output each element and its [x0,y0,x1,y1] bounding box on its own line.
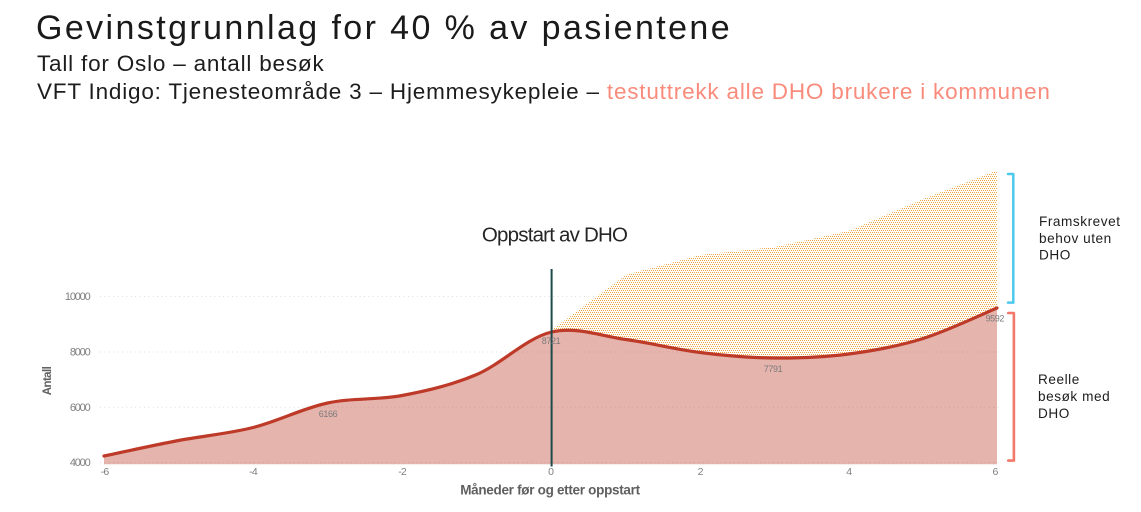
svg-text:2: 2 [698,466,704,478]
svg-text:6: 6 [992,466,998,478]
svg-text:Framskrevet: Framskrevet [1039,214,1121,229]
svg-text:-6: -6 [101,466,110,478]
svg-text:Reelle: Reelle [1038,372,1080,387]
svg-text:-2: -2 [398,466,407,478]
svg-text:6166: 6166 [319,409,338,419]
svg-text:6000: 6000 [70,402,91,414]
svg-text:4: 4 [846,466,852,478]
svg-text:-4: -4 [249,466,258,478]
svg-text:8000: 8000 [70,347,91,359]
svg-text:10000: 10000 [65,291,91,303]
svg-text:4000: 4000 [70,457,91,469]
svg-text:Oppstart av DHO: Oppstart av DHO [482,224,627,247]
svg-text:8721: 8721 [542,336,561,346]
svg-text:DHO: DHO [1038,406,1070,421]
svg-text:besøk med: besøk med [1038,389,1110,404]
svg-text:0: 0 [548,466,554,478]
svg-text:7791: 7791 [764,364,783,374]
svg-text:DHO: DHO [1039,248,1071,263]
svg-text:Antall: Antall [42,366,54,395]
svg-text:Måneder før og etter oppstart: Måneder før og etter oppstart [460,483,640,498]
svg-text:behov uten: behov uten [1039,231,1112,246]
svg-text:9592: 9592 [986,314,1005,324]
